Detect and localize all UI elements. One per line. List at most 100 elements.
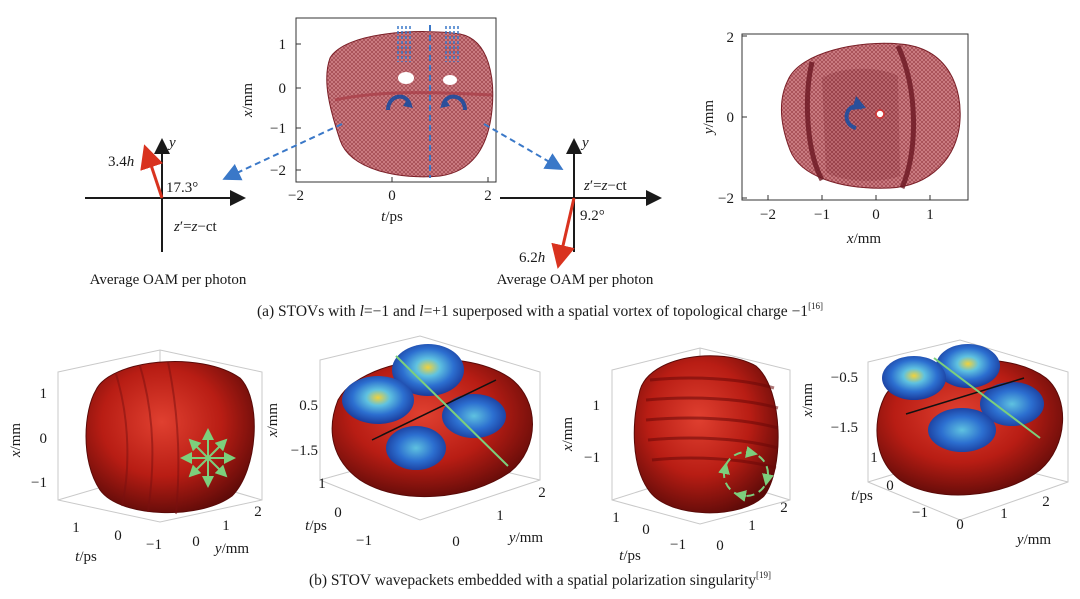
plot-b3-ytick: 1	[748, 518, 756, 534]
caption-a: (a) STOVs with l=−1 and l=+1 superposed …	[257, 301, 823, 320]
intensity-lobe	[980, 382, 1044, 426]
plot-b1-ztick: 0	[40, 431, 48, 447]
oam-y-axis-label: y	[167, 135, 176, 151]
plot-x-y-ytick: 0	[727, 110, 735, 126]
plot-b2-ytick: 1	[496, 508, 504, 524]
plot-b4-ylabel: y/mm	[1015, 532, 1052, 548]
radial-polarization-arrows	[180, 428, 236, 488]
oam-vector-left	[140, 144, 164, 199]
intensity-lobe	[442, 394, 506, 438]
plot-t-x-xlabel: t/ps	[381, 209, 403, 225]
plot-b2-zlabel: x/mm	[265, 403, 281, 439]
intensity-lobe	[882, 356, 946, 400]
plot-b1-zlabel: x/mm	[8, 423, 24, 459]
plot-b3-ttick: 1	[612, 510, 620, 526]
vortex-core-right	[443, 75, 457, 85]
plot-b3-ttick: −1	[670, 537, 686, 553]
pointer-arrow-right	[483, 123, 564, 171]
plot-x-y-xtick: −1	[814, 207, 830, 223]
plot-t-x-xtick: 2	[484, 188, 492, 204]
plot-b2: 0.5 −1.5 x/mm 1 0 −1 t/ps 0 1 2 y/mm	[265, 335, 546, 550]
plot-b3-zlabel: x/mm	[560, 417, 576, 453]
plot-b4-ztick: −1.5	[831, 420, 858, 436]
plot-b4-ttick: 1	[870, 450, 878, 466]
vortex-core	[875, 109, 885, 119]
plot-t-x-xtick: −2	[288, 188, 304, 204]
oam-title-left: Average OAM per photon	[90, 272, 247, 288]
azimuthal-polarization-arrows	[718, 446, 774, 502]
plot-b3-tlabel: t/ps	[619, 548, 641, 564]
plot-x-y-ylabel: y/mm	[701, 100, 717, 137]
oam-magnitude-left: 3.4h	[108, 154, 134, 170]
plot-b4-ztick: −0.5	[831, 370, 858, 386]
plot-b1-ttick: −1	[146, 537, 162, 553]
plot-b4-ytick: 1	[1000, 506, 1008, 522]
plot-t-x-ylabel: x/mm	[240, 83, 256, 119]
plot-b2-ytick: 0	[452, 534, 460, 550]
plot-b1-tlabel: t/ps	[75, 549, 97, 565]
plot-x-y-xtick: 1	[926, 207, 934, 223]
plot-b3-ytick: 2	[780, 500, 788, 516]
plot-b2-ttick: −1	[356, 533, 372, 549]
intensity-lobe	[928, 408, 996, 452]
wavepacket-b1	[85, 361, 255, 514]
plot-b1-ytick: 2	[254, 504, 262, 520]
plot-b1-ttick: 0	[114, 528, 122, 544]
plot-b3-ytick: 0	[716, 538, 724, 554]
intensity-lobe	[386, 426, 446, 470]
plot-b1: 1 0 −1 x/mm 1 0 −1 t/ps 0 1 2 y/mm	[8, 349, 263, 565]
vortex-core-left	[398, 72, 414, 84]
intensity-lobe	[342, 376, 414, 424]
plot-b1-ytick: 0	[192, 534, 200, 550]
plot-b2-ylabel: y/mm	[507, 530, 544, 546]
intensity-lobe	[936, 344, 1000, 388]
plot-b1-ylabel: y/mm	[213, 541, 250, 557]
pointer-arrow-left	[222, 123, 343, 181]
plot-b2-ttick: 0	[334, 505, 342, 521]
plot-t-x: −2 0 2 1 0 −1 −2 t/ps x/mm	[240, 17, 497, 225]
plot-t-x-xtick: 0	[388, 188, 396, 204]
plot-t-x-ytick: −2	[270, 163, 286, 179]
plot-b2-ytick: 2	[538, 485, 546, 501]
oam-y-axis-label: y	[580, 135, 589, 151]
oam-angle-right: 9.2°	[580, 208, 605, 224]
plot-b3-ztick: 1	[593, 398, 601, 414]
oam-z-label-left: z′=z−ct	[173, 219, 218, 235]
plot-t-x-ytick: 0	[279, 81, 287, 97]
oam-diagram-right: y z′=z−ct 9.2° 6.2h Average OAM per phot…	[497, 135, 662, 288]
line-green	[395, 355, 509, 467]
plot-b4-ttick: −1	[912, 505, 928, 521]
oam-z-label-right: z′=z−ct	[583, 178, 628, 194]
plot-x-y: −2 −1 0 1 2 0 −2 x/mm y/mm	[701, 30, 969, 247]
plot-b4-ytick: 2	[1042, 494, 1050, 510]
plot-t-x-ytick: 1	[279, 37, 287, 53]
oam-diagram-left: y 3.4h 17.3° z′=z−ct Average OAM per pho…	[85, 135, 247, 288]
plot-b4-zlabel: x/mm	[800, 383, 816, 419]
plot-b1-ttick: 1	[72, 520, 80, 536]
plot-t-x-frame	[295, 17, 497, 183]
line-black	[371, 379, 497, 441]
plot-b4-ytick: 0	[956, 517, 964, 533]
oam-vector-right	[551, 197, 576, 269]
plot-x-y-ytick: −2	[718, 191, 734, 207]
plot-b3-ttick: 0	[642, 522, 650, 538]
plot-b4-ttick: 0	[886, 478, 894, 494]
intensity-lobe	[392, 344, 464, 396]
plot-b4-tlabel: t/ps	[851, 488, 873, 504]
plot-x-y-ytick: 2	[727, 30, 735, 46]
oam-magnitude-right: 6.2h	[519, 250, 545, 266]
plot-t-x-ytick: −1	[270, 121, 286, 137]
plot-b2-ttick: 1	[318, 476, 326, 492]
plot-b1-ztick: −1	[31, 475, 47, 491]
plot-b2-ztick: 0.5	[299, 398, 318, 414]
plot-x-y-xtick: 0	[872, 207, 880, 223]
plot-b4: −0.5 −1.5 x/mm 1 0 −1 t/ps 0 1 2 y/mm	[800, 339, 1069, 548]
plot-b1-ztick: 1	[40, 386, 48, 402]
plot-b2-tlabel: t/ps	[305, 518, 327, 534]
oam-title-right: Average OAM per photon	[497, 272, 654, 288]
plot-x-y-xlabel: x/mm	[846, 231, 882, 247]
plot-x-y-xtick: −2	[760, 207, 776, 223]
plot-b1-ytick: 1	[222, 518, 230, 534]
oam-angle-left: 17.3°	[166, 180, 198, 196]
